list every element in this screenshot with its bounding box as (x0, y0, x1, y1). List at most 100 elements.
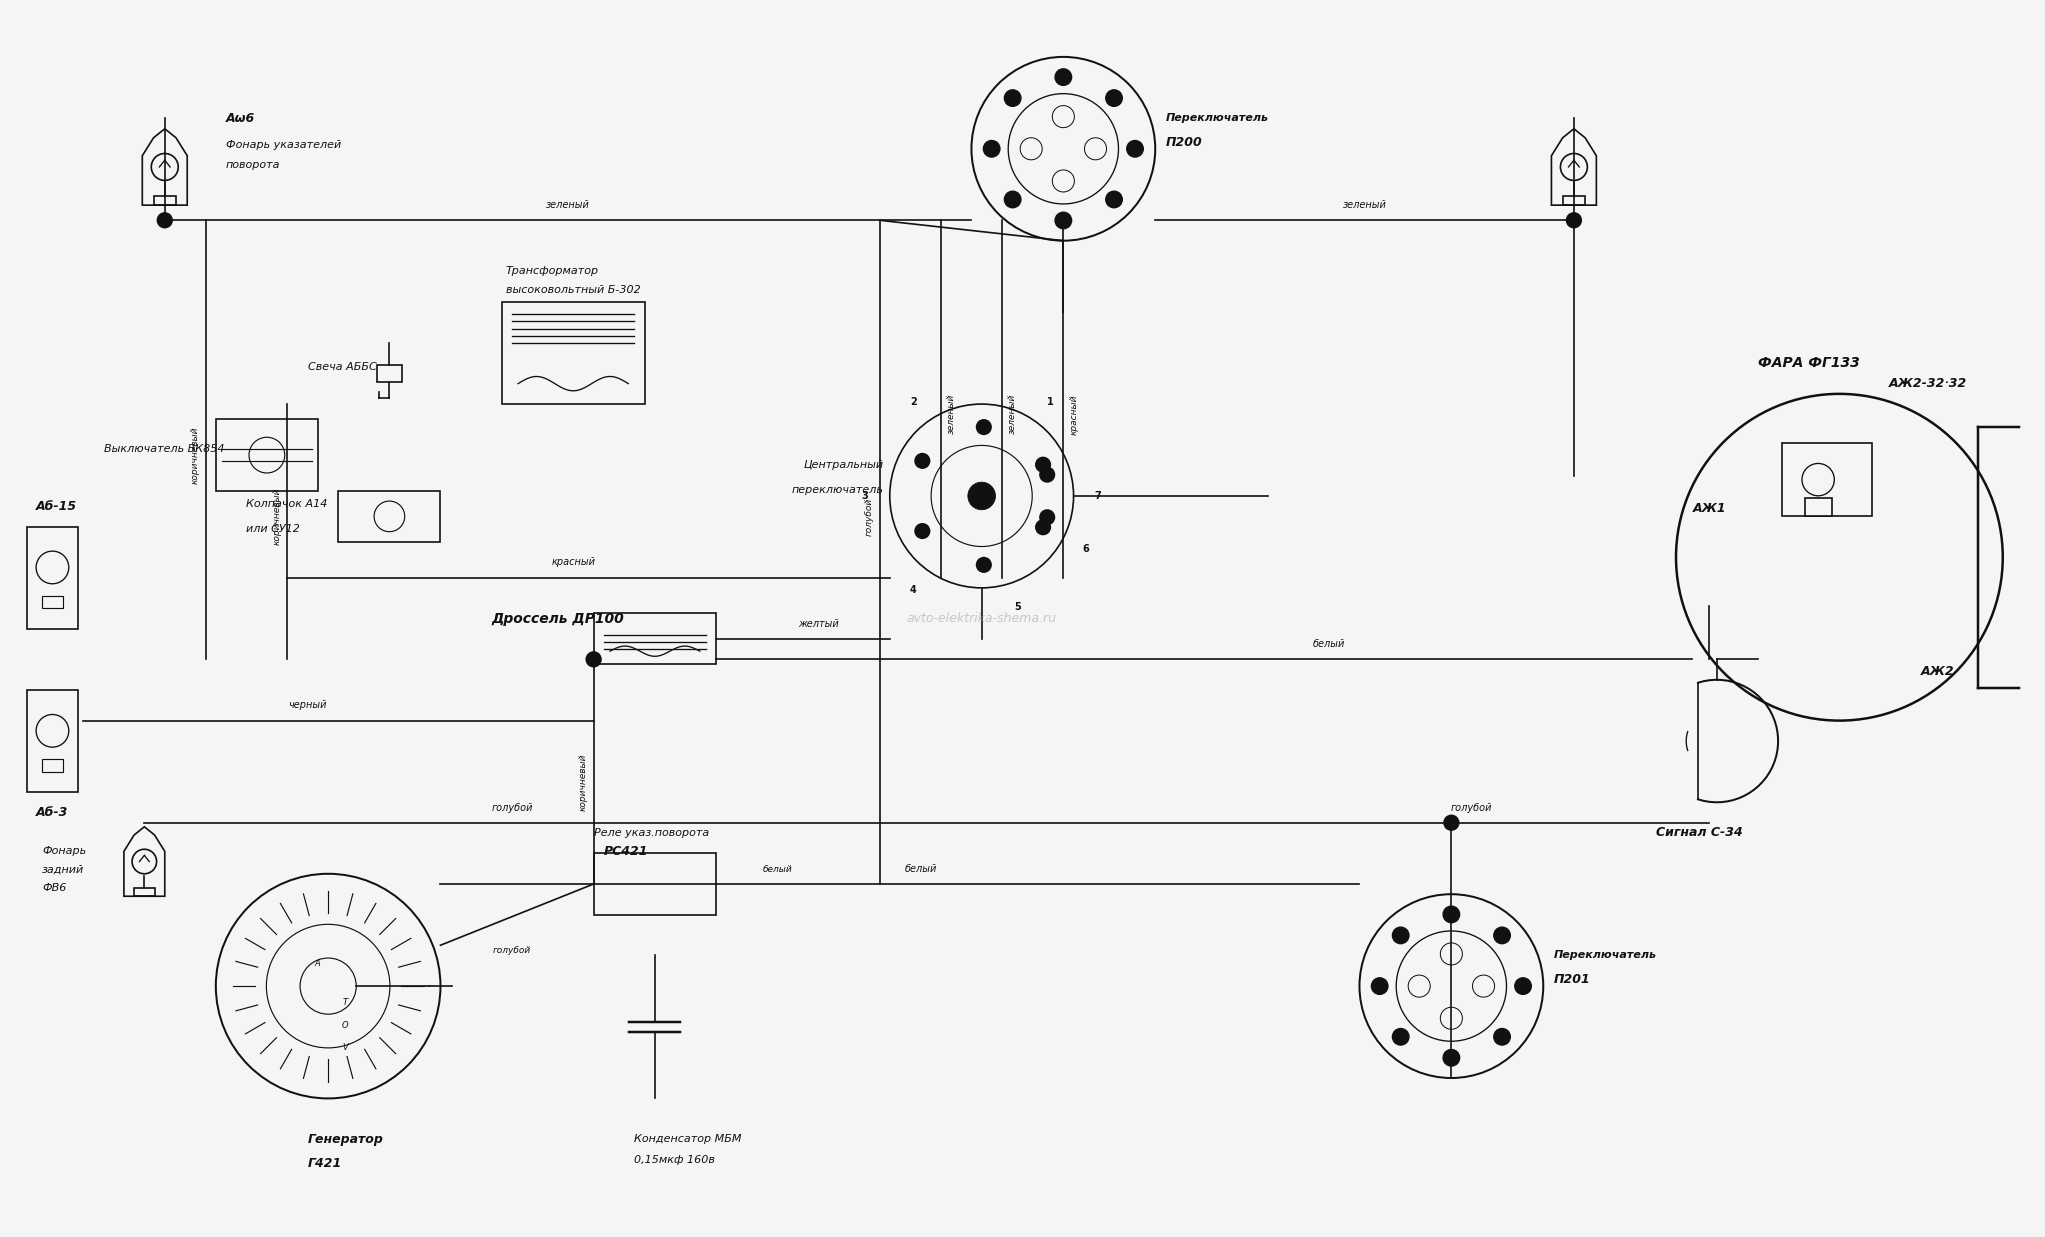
Circle shape (1004, 90, 1020, 106)
Text: красный: красный (552, 558, 595, 568)
Circle shape (1039, 468, 1055, 482)
Text: АЖ1: АЖ1 (1693, 502, 1726, 515)
Circle shape (1035, 520, 1051, 534)
Text: зеленый: зеленый (1344, 200, 1387, 210)
Text: коричневый: коричневый (190, 427, 200, 484)
Circle shape (1039, 510, 1055, 524)
Text: V: V (342, 1043, 348, 1053)
Text: Г421: Г421 (307, 1158, 342, 1170)
Circle shape (217, 873, 440, 1098)
Circle shape (1444, 814, 1460, 831)
Text: зеленый: зеленый (1008, 395, 1016, 434)
Text: голубой: голубой (865, 497, 873, 536)
Circle shape (1106, 90, 1123, 106)
Circle shape (1055, 213, 1072, 229)
Bar (1781, 443, 1871, 516)
Text: АЖ2: АЖ2 (1920, 666, 1955, 678)
Circle shape (1515, 977, 1532, 995)
Bar (337, 491, 440, 542)
Text: Т: Т (342, 998, 348, 1007)
Text: Центральный: Центральный (804, 460, 883, 470)
Text: коричневый: коричневый (272, 487, 280, 546)
Text: 1: 1 (1047, 397, 1053, 407)
Text: Аб-3: Аб-3 (37, 807, 67, 819)
Text: 0,15мкф 160в: 0,15мкф 160в (634, 1154, 716, 1165)
Circle shape (1106, 192, 1123, 208)
Text: Выключатель ВК854: Выключатель ВК854 (104, 444, 225, 454)
Text: РС421: РС421 (603, 845, 648, 857)
Circle shape (1493, 1028, 1511, 1045)
Text: А: А (315, 959, 319, 969)
Text: Генератор: Генератор (307, 1133, 384, 1145)
Text: Свеча АББС: Свеча АББС (307, 362, 376, 372)
Text: зеленый: зеленый (546, 200, 591, 210)
Text: П200: П200 (1166, 136, 1202, 150)
Text: 2: 2 (910, 397, 916, 407)
Text: белый: белый (904, 863, 937, 873)
Text: Реле указ.поворота: Реле указ.поворота (593, 828, 710, 837)
Text: задний: задний (43, 865, 84, 875)
Text: 6: 6 (1082, 544, 1088, 554)
Bar (135, 888, 155, 897)
Circle shape (1055, 69, 1072, 85)
Text: Переключатель: Переключатель (1554, 950, 1656, 960)
Text: или СУ12: или СУ12 (247, 523, 301, 533)
Text: голубой: голубой (491, 803, 532, 813)
Bar (43, 760, 63, 772)
Circle shape (914, 523, 930, 538)
Text: 5: 5 (1014, 601, 1020, 611)
Text: зеленый: зеленый (947, 395, 955, 434)
Text: Фонарь: Фонарь (43, 846, 86, 856)
Circle shape (975, 419, 992, 434)
Text: желтый: желтый (798, 618, 838, 628)
Text: Сигнал С-34: Сигнал С-34 (1656, 826, 1742, 840)
Circle shape (1127, 141, 1143, 157)
Text: белый: белый (1313, 640, 1346, 649)
Circle shape (1360, 894, 1544, 1077)
Text: Переключатель: Переключатель (1166, 113, 1268, 124)
Bar (501, 302, 644, 404)
Bar (1562, 197, 1585, 205)
Text: 4: 4 (910, 585, 916, 595)
Text: Трансформатор: Трансформатор (505, 266, 599, 276)
Circle shape (585, 651, 601, 668)
Circle shape (1566, 212, 1583, 229)
Bar (43, 596, 63, 609)
Circle shape (157, 212, 174, 229)
Bar (593, 854, 716, 914)
Text: красный: красный (1070, 395, 1078, 434)
Bar (27, 690, 78, 792)
Bar (153, 197, 176, 205)
Text: поворота: поворота (227, 160, 280, 171)
Circle shape (890, 404, 1074, 588)
Text: Фонарь указателей: Фонарь указателей (227, 140, 342, 150)
Text: О: О (342, 1021, 348, 1030)
Text: П201: П201 (1554, 974, 1591, 986)
Text: высоковольтный Б-302: высоковольтный Б-302 (505, 285, 640, 294)
Text: Дроссель ДР100: Дроссель ДР100 (491, 611, 624, 626)
Circle shape (1393, 1028, 1409, 1045)
Circle shape (967, 482, 996, 510)
Text: 7: 7 (1094, 491, 1102, 501)
Circle shape (971, 57, 1155, 241)
Text: ФВ6: ФВ6 (43, 883, 67, 893)
Text: черный: черный (288, 700, 327, 710)
Text: Аб-15: Аб-15 (37, 500, 78, 512)
Text: белый: белый (763, 865, 791, 873)
Circle shape (975, 558, 992, 573)
Circle shape (1372, 977, 1389, 995)
Circle shape (1035, 458, 1051, 473)
Bar (593, 614, 716, 664)
Text: ФАРА ФГ133: ФАРА ФГ133 (1759, 356, 1859, 370)
Circle shape (1444, 907, 1460, 923)
Text: АЖ2-32‧32: АЖ2-32‧32 (1888, 377, 1967, 390)
Circle shape (1677, 393, 2002, 721)
Text: Конденсатор МБМ: Конденсатор МБМ (634, 1134, 742, 1144)
Circle shape (984, 141, 1000, 157)
Circle shape (1444, 1049, 1460, 1066)
Circle shape (1004, 192, 1020, 208)
Bar (376, 365, 401, 381)
Text: 3: 3 (861, 491, 869, 501)
Text: Аѡ6: Аѡ6 (227, 111, 256, 125)
Bar (27, 527, 78, 628)
